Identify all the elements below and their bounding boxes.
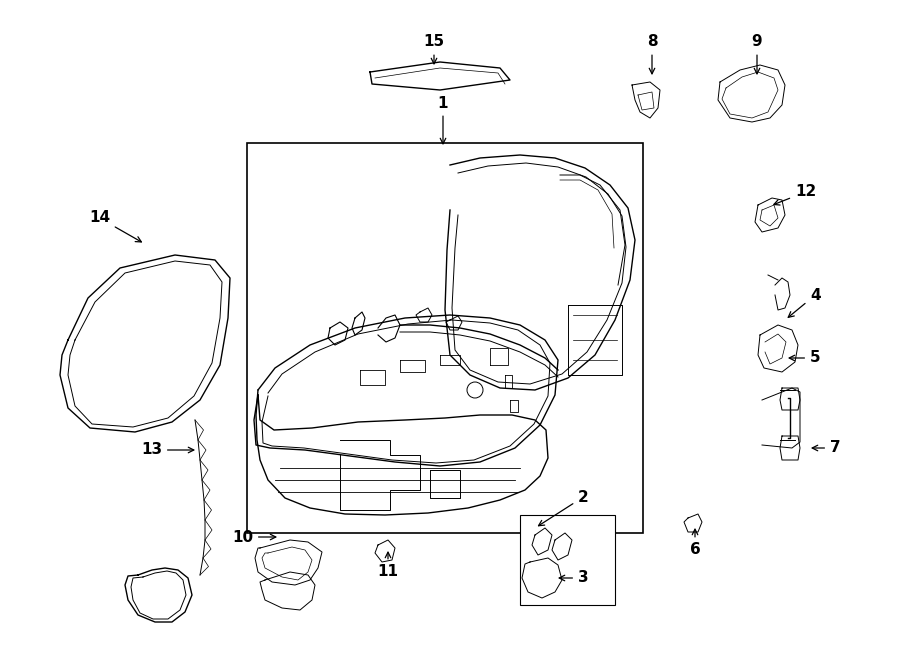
Text: 13: 13 [141,442,194,457]
Text: 2: 2 [538,490,589,525]
Text: 7: 7 [812,440,841,455]
Bar [247,143,643,533]
Text: 10: 10 [232,529,275,545]
Text: 14: 14 [89,210,141,242]
Bar [520,515,615,605]
Text: 11: 11 [377,552,399,580]
Text: 9: 9 [752,34,762,74]
Text: 8: 8 [647,34,657,74]
Text: 15: 15 [423,34,445,64]
Text: 3: 3 [559,570,589,586]
Text: 12: 12 [774,184,816,205]
Text: 6: 6 [689,529,700,557]
Text: 1: 1 [437,95,448,144]
Text: 4: 4 [788,288,821,317]
Text: 5: 5 [789,350,821,366]
